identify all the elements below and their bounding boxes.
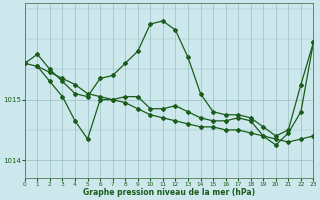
X-axis label: Graphe pression niveau de la mer (hPa): Graphe pression niveau de la mer (hPa) <box>83 188 255 197</box>
